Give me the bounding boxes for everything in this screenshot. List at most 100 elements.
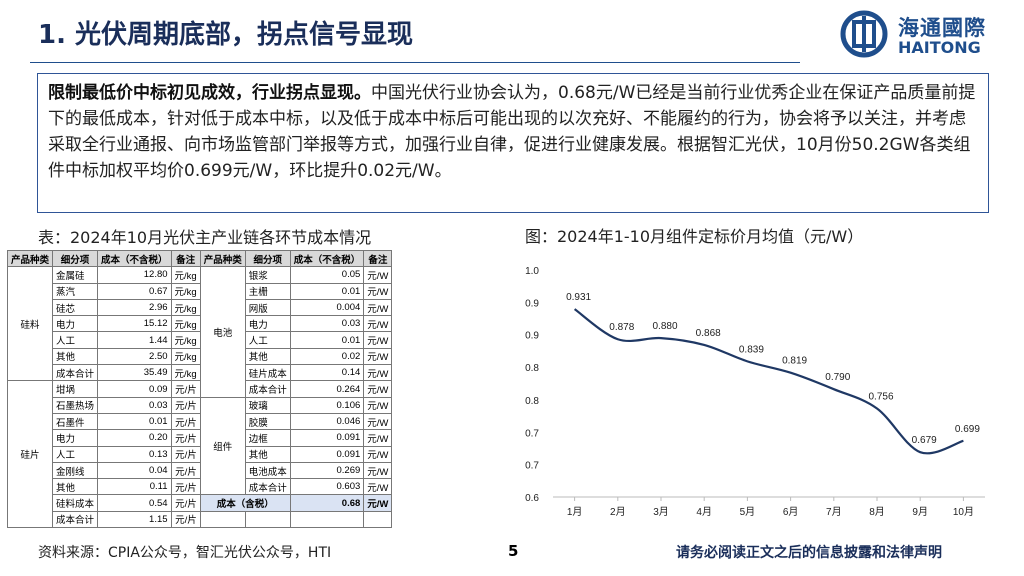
item-cell: 成本合计 (244, 380, 291, 398)
item-cell: 玻璃 (244, 396, 291, 414)
y-tick-label: 0.8 (525, 396, 539, 407)
item-cell: 电力 (52, 429, 99, 447)
cost-cell: 0.04 (97, 461, 172, 480)
footer-disclaimer: 请务必阅读正文之后的信息披露和法律声明 (676, 545, 942, 561)
item-cell: 人工 (52, 331, 99, 349)
product-cell: 硅料 (6, 266, 54, 382)
header-cell: 成本（不含税） (97, 249, 172, 268)
item-cell: 电力 (52, 315, 99, 333)
unit-cell: 元/W (363, 298, 393, 317)
data-label: 0.819 (782, 356, 807, 367)
empty-cell (244, 510, 291, 529)
cost-cell: 0.11 (97, 478, 172, 496)
product-cell: 组件 (199, 396, 246, 496)
item-cell: 其他 (52, 347, 99, 366)
item-cell: 成本合计 (52, 364, 99, 382)
x-tick-label: 10月 (953, 506, 974, 518)
product-cell: 硅片 (6, 380, 54, 529)
product-cell: 电池 (199, 266, 246, 398)
unit-cell: 元/片 (170, 412, 201, 431)
item-cell: 石墨件 (52, 412, 99, 431)
unit-cell: 元/W (363, 364, 393, 382)
summary-body: 中国光伏行业协会认为，0.68元/W已经是当前行业优秀企业在保证产品质量前提下的… (48, 83, 976, 181)
unit-cell: 元/kg (170, 315, 201, 333)
cost-cell: 1.44 (97, 331, 172, 349)
slide-title: 1. 光伏周期底部，拐点信号显现 (38, 20, 414, 50)
cost-cell: 0.269 (289, 461, 365, 480)
chart-title: 图：2024年1-10月组件定标价月均值（元/W） (525, 227, 863, 246)
summary-lead: 限制最低价中标初见成效，行业拐点显现。 (48, 83, 371, 103)
cost-cell: 0.13 (97, 445, 172, 463)
x-tick-label: 2月 (610, 506, 626, 518)
cost-table: 产品种类 细分项 成本（不含税） 备注 产品种类 细分项 成本（不含税） 备注 硅料 金属硅 12.… (6, 249, 393, 529)
item-cell: 金刚线 (52, 461, 99, 480)
unit-cell: 元/W (363, 380, 393, 398)
footer-source: 资料来源：CPIA公众号，智汇光伏公众号，HTI (38, 545, 332, 561)
item-cell: 成本合计 (244, 478, 291, 496)
unit-cell: 元/W (363, 315, 393, 333)
item-cell: 硅料成本 (52, 494, 99, 512)
page-number: 5 (508, 542, 519, 560)
unit-cell: 元/W (363, 429, 393, 447)
data-label: 0.699 (955, 424, 980, 435)
unit-cell: 元/片 (170, 380, 201, 398)
y-tick-label: 0.8 (525, 363, 539, 374)
tax-label: 成本（含税） (199, 494, 291, 512)
unit-cell: 元/W (363, 331, 393, 349)
unit-cell: 元/片 (170, 429, 201, 447)
y-tick-label: 0.6 (525, 493, 539, 504)
y-tick-label: 0.9 (525, 331, 539, 342)
item-cell: 坩埚 (52, 380, 99, 398)
unit-cell: 元/片 (170, 510, 201, 529)
data-label: 0.880 (652, 321, 677, 332)
header-cell: 备注 (170, 249, 201, 268)
empty-cell (199, 510, 246, 529)
cost-cell: 0.264 (289, 380, 365, 398)
unit-cell: 元/kg (170, 364, 201, 382)
cost-cell: 0.54 (97, 494, 172, 512)
cost-cell: 0.14 (289, 364, 365, 382)
empty-cell (289, 510, 365, 529)
table-caption: 表：2024年10月光伏主产业链各环节成本情况 (38, 228, 372, 247)
unit-cell: 元/W (363, 266, 393, 284)
cost-cell: 0.20 (97, 429, 172, 447)
unit-cell: 元/W (363, 478, 393, 496)
price-line (573, 308, 964, 455)
item-cell: 银浆 (244, 266, 291, 284)
data-label: 0.878 (609, 322, 634, 333)
cost-cell: 15.12 (97, 315, 172, 333)
unit-cell: 元/W (363, 412, 393, 431)
item-cell: 其他 (244, 347, 291, 366)
header-cell: 产品种类 (199, 249, 246, 268)
unit-cell: 元/片 (170, 494, 201, 512)
item-cell: 电力 (244, 315, 291, 333)
y-tick-label: 0.7 (525, 428, 539, 439)
cost-cell: 2.96 (97, 298, 172, 317)
unit-cell: 元/kg (170, 266, 201, 284)
item-cell: 硅片成本 (244, 364, 291, 382)
unit-cell: 元/片 (170, 396, 201, 414)
cost-cell: 0.091 (289, 445, 365, 463)
header-cell: 成本（不含税） (289, 249, 365, 268)
item-cell: 人工 (244, 331, 291, 349)
cost-cell: 0.67 (97, 282, 172, 300)
header-cell: 产品种类 (6, 249, 54, 268)
item-cell: 蒸汽 (52, 282, 99, 300)
unit-cell: 元/kg (170, 282, 201, 300)
y-tick-label: 0.9 (525, 298, 539, 309)
unit-cell: 元/W (363, 445, 393, 463)
cost-cell: 0.03 (97, 396, 172, 414)
item-cell: 边框 (244, 429, 291, 447)
unit-cell: 元/kg (170, 331, 201, 349)
data-label: 0.839 (739, 344, 764, 355)
x-tick-label: 7月 (826, 506, 842, 518)
data-label: 0.868 (696, 328, 721, 339)
item-cell: 硅芯 (52, 298, 99, 317)
y-tick-label: 1.0 (525, 266, 539, 277)
cost-cell: 0.09 (97, 380, 172, 398)
chart: 图：2024年1-10月组件定标价月均值（元/W） 1.0 0.9 0.9 0.8 0.… (525, 227, 985, 518)
unit-cell: 元/kg (170, 298, 201, 317)
x-tick-label: 6月 (783, 506, 799, 518)
cost-cell: 0.01 (289, 282, 365, 300)
